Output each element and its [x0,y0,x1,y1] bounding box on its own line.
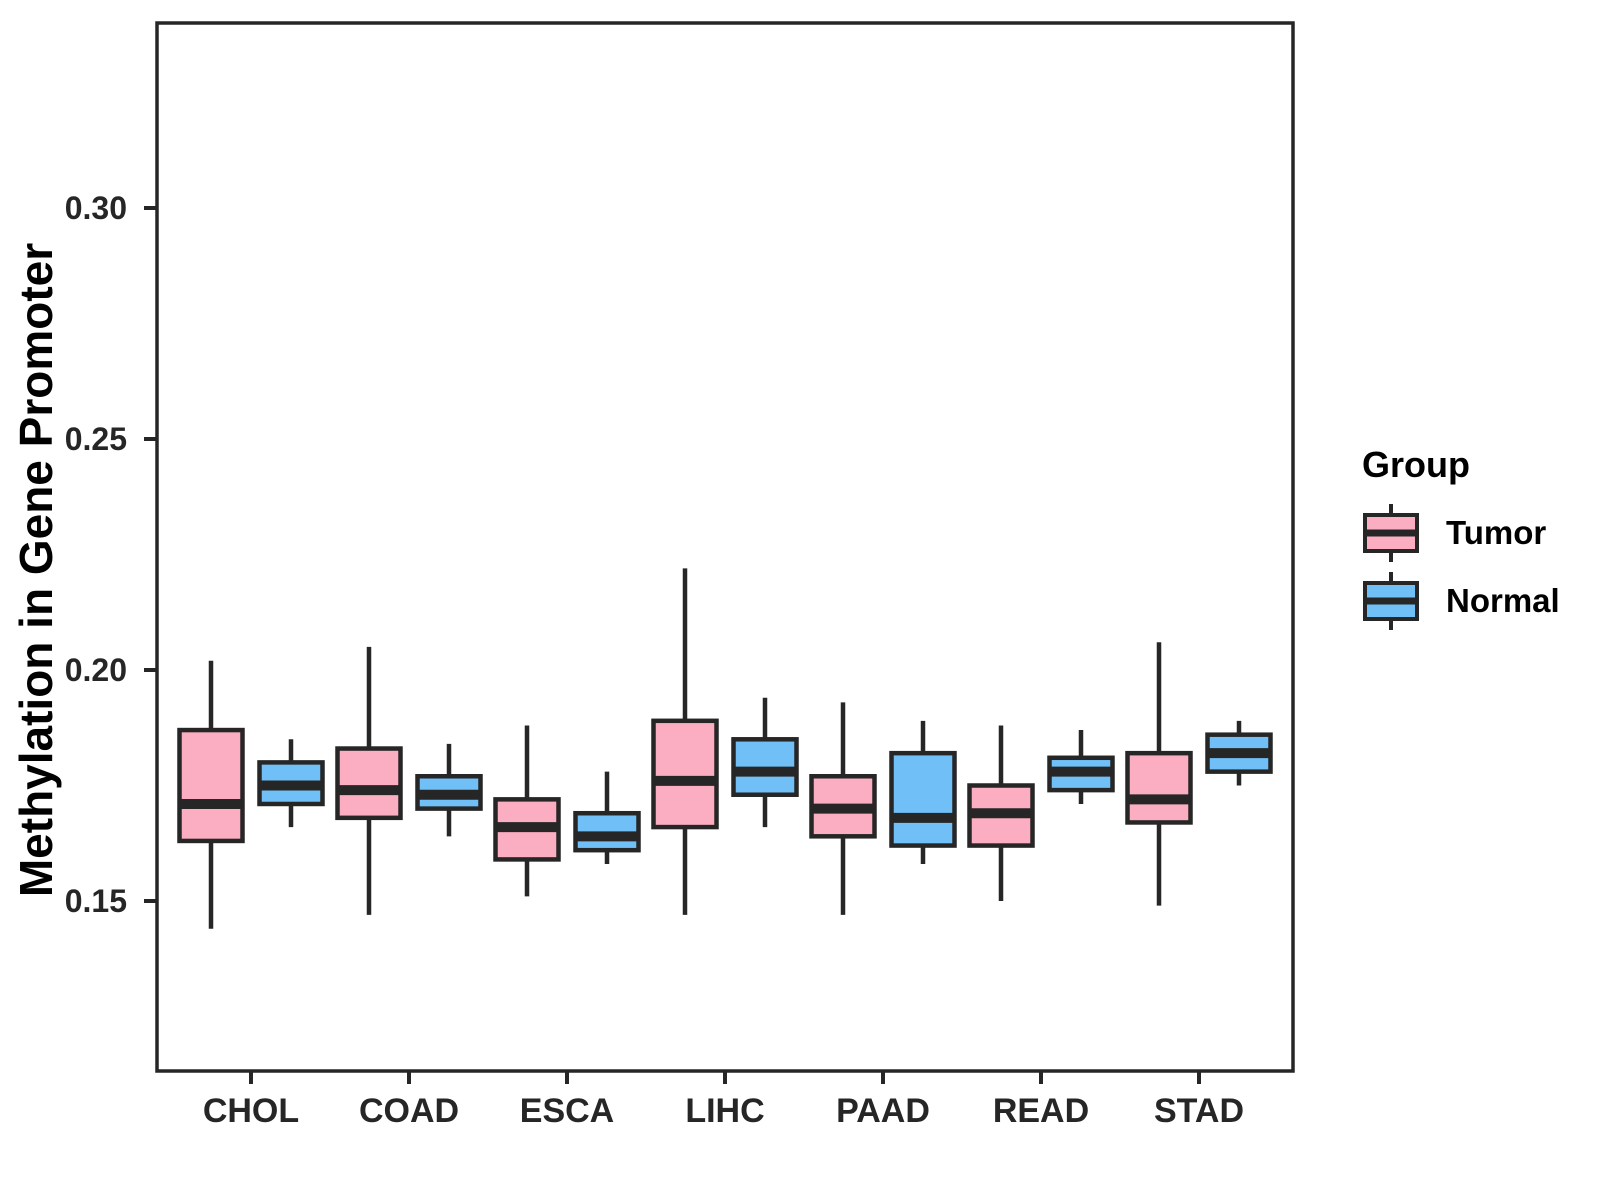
panel-border [155,21,1295,1073]
y-tick-label: 0.25 [65,421,127,457]
box-tumor-ESCA [493,725,561,897]
y-tick-label: 0.30 [65,190,127,226]
x-tick-label-PAAD: PAAD [836,1092,930,1130]
box-tumor-READ [967,725,1035,901]
tumor-boxplot-icon [1363,504,1419,562]
legend-row-tumor: Tumor [1362,502,1560,564]
box-normal-READ [1047,730,1115,804]
iqr-box [651,718,719,830]
normal-boxplot-icon [1363,572,1419,630]
box-normal-COAD [415,743,483,837]
y-axis-title: Methylation in Gene Promoter [10,242,62,898]
x-tick-label-STAD: STAD [1154,1092,1244,1130]
legend-title: Group [1362,444,1470,485]
iqr-box [889,750,957,848]
legend: Group Tumor Normal [1362,444,1560,638]
box-normal-LIHC [731,697,799,828]
y-tick-label: 0.15 [65,883,127,919]
x-tick-label-READ: READ [993,1092,1089,1130]
legend-label-tumor: Tumor [1446,514,1547,551]
x-tick-label-COAD: COAD [359,1092,459,1130]
iqr-box [177,727,245,844]
box-tumor-LIHC [651,568,719,915]
box-normal-ESCA [573,771,641,865]
x-tick-label-ESCA: ESCA [520,1092,614,1130]
x-tick-label-CHOL: CHOL [203,1092,299,1130]
y-tick-label: 0.20 [65,652,127,688]
box-normal-STAD [1205,720,1273,786]
legend-row-normal: Normal [1362,570,1560,632]
box-tumor-COAD [335,646,403,915]
iqr-box [335,746,403,821]
box-tumor-STAD [1125,642,1193,906]
iqr-box [1125,750,1193,825]
x-tick-label-LIHC: LIHC [685,1092,764,1130]
box-tumor-PAAD [809,702,877,915]
legend-label-normal: Normal [1446,582,1560,619]
box-normal-PAAD [889,720,957,865]
box-tumor-CHOL [177,660,245,929]
box-normal-CHOL [257,739,325,828]
